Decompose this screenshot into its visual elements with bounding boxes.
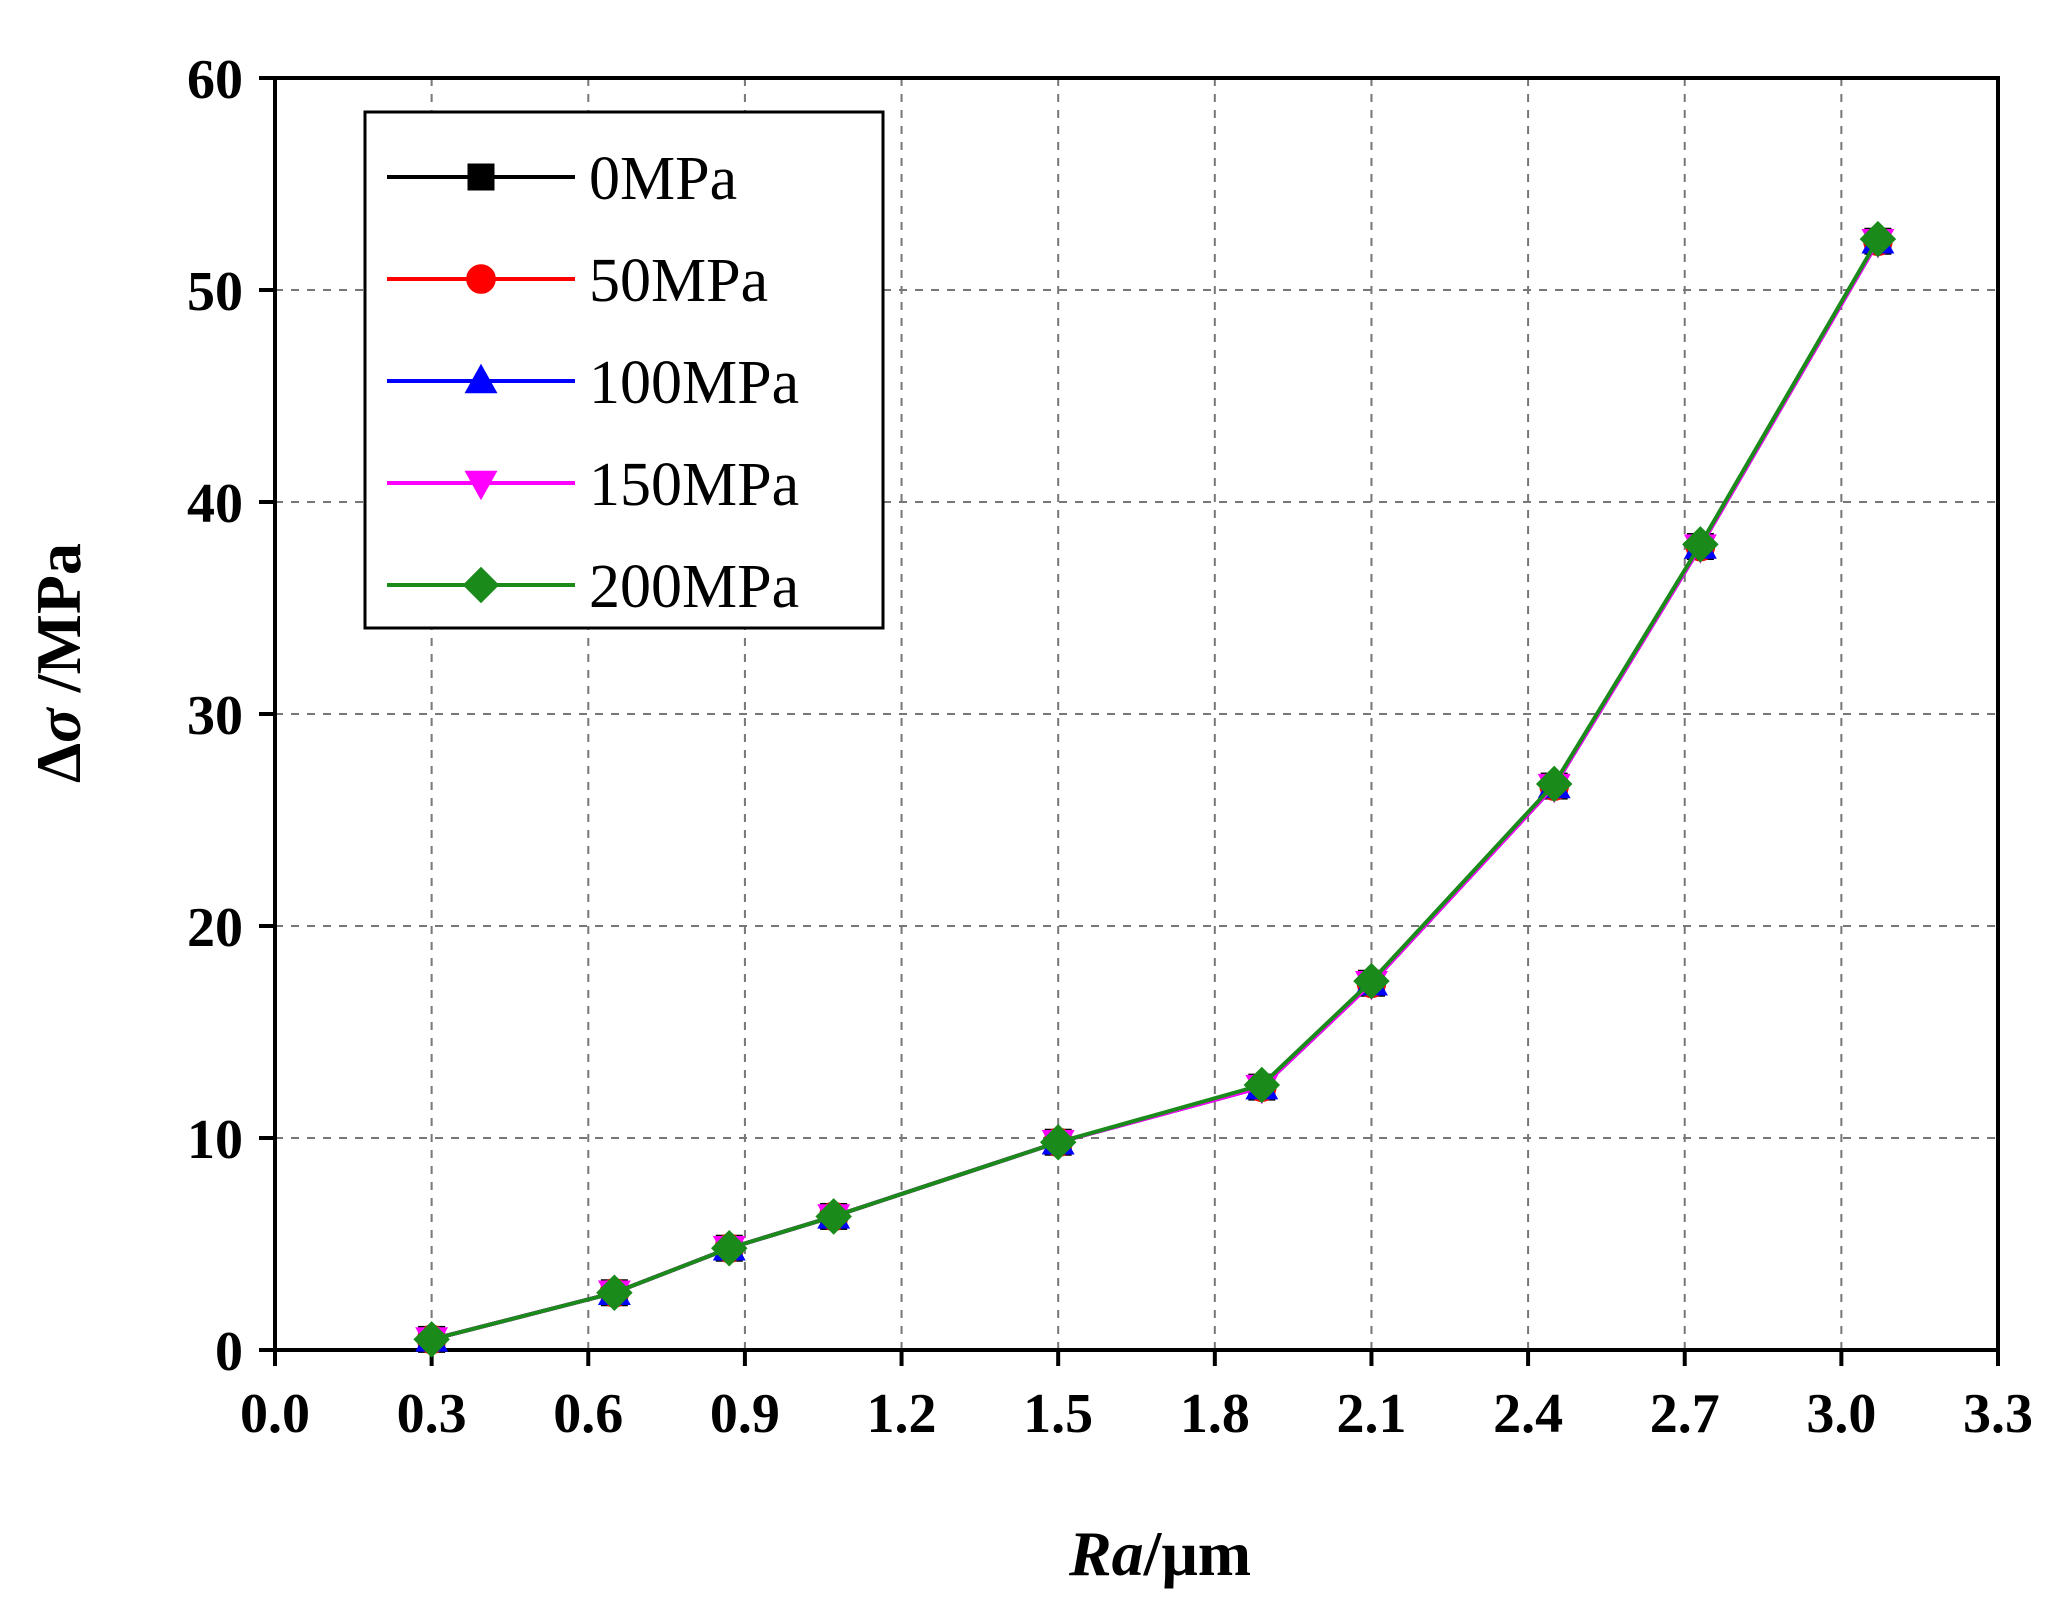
data-point-200mpa <box>815 1198 852 1235</box>
legend-label: 200MPa <box>589 553 799 621</box>
x-tick-label: 1.8 <box>1180 1383 1250 1445</box>
data-point-200mpa <box>1682 526 1719 563</box>
x-tick-label: 3.0 <box>1806 1383 1876 1445</box>
y-axis-title-sigma: σ <box>23 707 94 743</box>
legend-label: 100MPa <box>589 349 799 417</box>
y-tick-label: 10 <box>187 1109 243 1171</box>
legend-item-0mpa: 0MPa <box>387 145 737 213</box>
legend-box <box>363 110 885 630</box>
x-axis-title-rest: /μm <box>1143 1518 1251 1589</box>
x-axis-title: Ra/μm <box>1068 1518 1251 1589</box>
data-point-200mpa <box>1039 1123 1077 1161</box>
legend-item-100mpa: 100MPa <box>387 349 799 417</box>
legend-marker-150mpa <box>464 470 498 501</box>
x-tick-label: 0.9 <box>710 1383 780 1445</box>
y-axis-title: Δσ /MPa <box>23 543 94 783</box>
x-tick-label: 0.3 <box>397 1383 467 1445</box>
legend-marker-0mpa <box>467 163 495 191</box>
y-tick-label: 30 <box>187 685 243 747</box>
x-axis-title-italic: Ra <box>1068 1518 1144 1589</box>
axis-ticks: 0.0 0.3 0.6 0.9 1.2 1.5 1.8 2.1 2.4 2.7 3.0 3.3 0 10 2… <box>187 49 2033 1445</box>
series-line-200mpa <box>431 238 1880 1342</box>
legend-marker-100mpa <box>464 363 498 394</box>
y-axis-title-delta: Δ <box>23 743 94 783</box>
legend-item-50mpa: 50MPa <box>387 247 768 315</box>
legend-item-200mpa: 200MPa <box>387 553 799 621</box>
y-tick-label: 20 <box>187 897 243 959</box>
legend-label: 150MPa <box>589 451 799 519</box>
x-tick-label: 1.2 <box>867 1383 937 1445</box>
legend-marker-200mpa <box>462 566 500 604</box>
y-tick-label: 40 <box>187 473 243 535</box>
x-tick-label: 1.5 <box>1023 1383 1093 1445</box>
x-tick-label: 0.6 <box>553 1383 623 1445</box>
x-tick-label: 2.7 <box>1650 1383 1720 1445</box>
data-point-200mpa <box>596 1274 633 1312</box>
data-point-200mpa <box>1353 962 1390 1000</box>
legend-item-150mpa: 150MPa <box>387 451 799 519</box>
x-tick-label: 0.0 <box>240 1383 310 1445</box>
y-axis-title-rest: /MPa <box>23 543 94 708</box>
legend-label: 50MPa <box>589 247 768 315</box>
x-tick-label: 2.4 <box>1493 1383 1563 1445</box>
data-point-200mpa <box>1859 220 1897 258</box>
series-200mpa <box>413 220 1897 1358</box>
series-group <box>413 220 1897 1358</box>
data-point-200mpa <box>1243 1066 1281 1104</box>
x-tick-label: 3.3 <box>1963 1383 2033 1445</box>
y-tick-label: 0 <box>215 1321 243 1383</box>
legend-marker-50mpa <box>466 264 496 294</box>
data-point-200mpa <box>710 1229 748 1267</box>
data-point-200mpa <box>413 1321 450 1358</box>
legend: 0MPa 50MPa 100MPa 150MPa 200MPa <box>363 110 885 630</box>
y-tick-label: 50 <box>187 261 243 323</box>
x-tick-label: 2.1 <box>1336 1383 1406 1445</box>
legend-label: 0MPa <box>589 145 737 213</box>
y-tick-label: 60 <box>187 49 243 111</box>
data-point-200mpa <box>1535 765 1573 803</box>
